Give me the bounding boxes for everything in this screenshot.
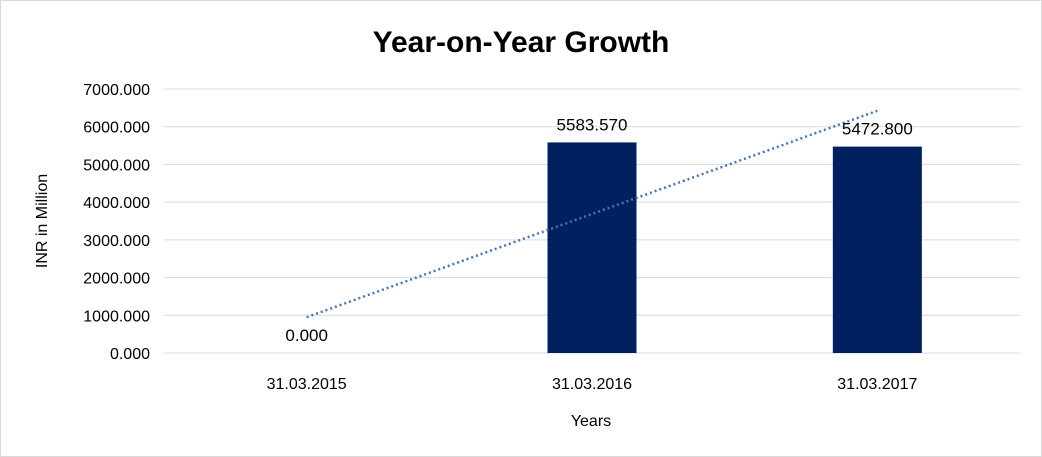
bar-31.03.2017	[832, 146, 922, 353]
y-tick-label: 7000.000	[83, 82, 150, 99]
bars	[547, 142, 922, 353]
data-label: 0.000	[285, 326, 328, 345]
y-tick-label: 1000.000	[83, 308, 150, 325]
y-tick-label: 0.000	[110, 346, 150, 363]
x-axis-ticks: 31.03.2015 31.03.2016 31.03.2017	[267, 376, 918, 393]
data-labels: 0.000 5583.570 5472.800	[285, 115, 912, 345]
x-tick-label: 31.03.2016	[552, 376, 632, 393]
chart-title: Year-on-Year Growth	[373, 26, 670, 59]
data-label: 5583.570	[557, 115, 628, 134]
x-axis-title: Years	[571, 413, 611, 430]
trendline-group	[306, 109, 878, 319]
x-tick-label: 31.03.2015	[267, 376, 347, 393]
y-axis-ticks: 0.000 1000.000 2000.000 3000.000 4000.000 500…	[83, 82, 150, 363]
y-tick-label: 2000.000	[83, 271, 150, 288]
y-tick-label: 4000.000	[83, 195, 150, 212]
bar-31.03.2016	[547, 142, 637, 353]
data-label: 5472.800	[842, 120, 913, 139]
trendline	[306, 109, 878, 319]
x-tick-label: 31.03.2017	[837, 376, 917, 393]
y-tick-label: 6000.000	[83, 120, 150, 137]
y-tick-label: 3000.000	[83, 233, 150, 250]
y-tick-label: 5000.000	[83, 157, 150, 174]
y-axis-title: INR in Million	[34, 174, 51, 268]
